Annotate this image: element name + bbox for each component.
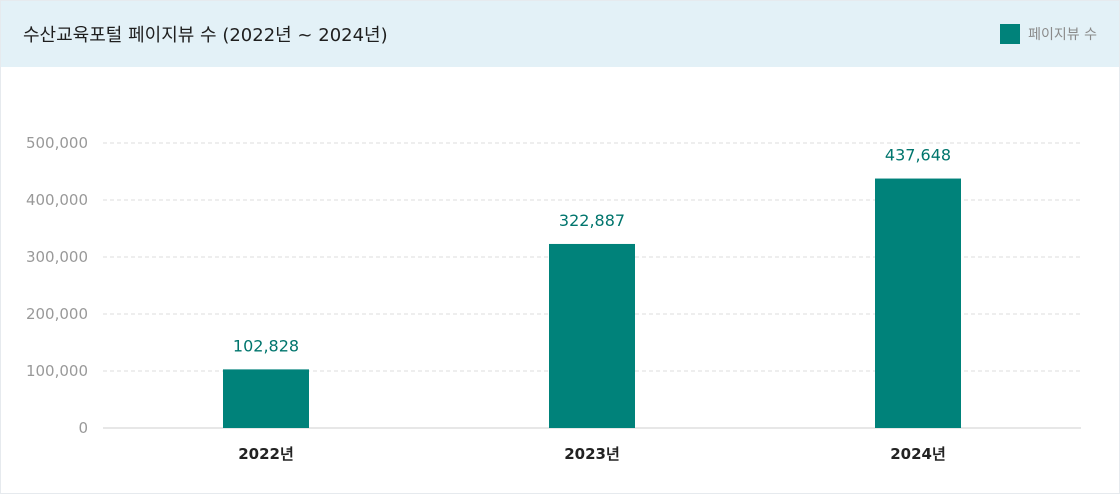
y-tick-label: 200,000 bbox=[26, 305, 88, 323]
bar bbox=[549, 243, 635, 428]
data-label: 322,887 bbox=[559, 211, 625, 230]
legend-swatch bbox=[1000, 24, 1021, 44]
data-label: 437,648 bbox=[885, 146, 951, 165]
legend[interactable]: 페이지뷰 수 bbox=[1000, 24, 1097, 44]
y-tick-label: 300,000 bbox=[26, 248, 88, 266]
bar bbox=[875, 178, 961, 428]
y-tick-label: 500,000 bbox=[26, 134, 88, 152]
bar bbox=[223, 369, 309, 428]
chart-header: 수산교육포털 페이지뷰 수 (2022년 ~ 2024년) 페이지뷰 수 bbox=[1, 1, 1119, 67]
legend-label: 페이지뷰 수 bbox=[1028, 27, 1097, 43]
y-tick-label: 0 bbox=[78, 419, 88, 437]
chart-title: 수산교육포털 페이지뷰 수 (2022년 ~ 2024년) bbox=[23, 25, 388, 46]
x-tick-label: 2022년 bbox=[238, 445, 294, 463]
x-tick-label: 2024년 bbox=[890, 445, 946, 463]
y-tick-label: 100,000 bbox=[26, 362, 88, 380]
x-tick-label: 2023년 bbox=[564, 445, 620, 463]
data-label: 102,828 bbox=[233, 336, 299, 355]
y-tick-label: 400,000 bbox=[26, 191, 88, 209]
